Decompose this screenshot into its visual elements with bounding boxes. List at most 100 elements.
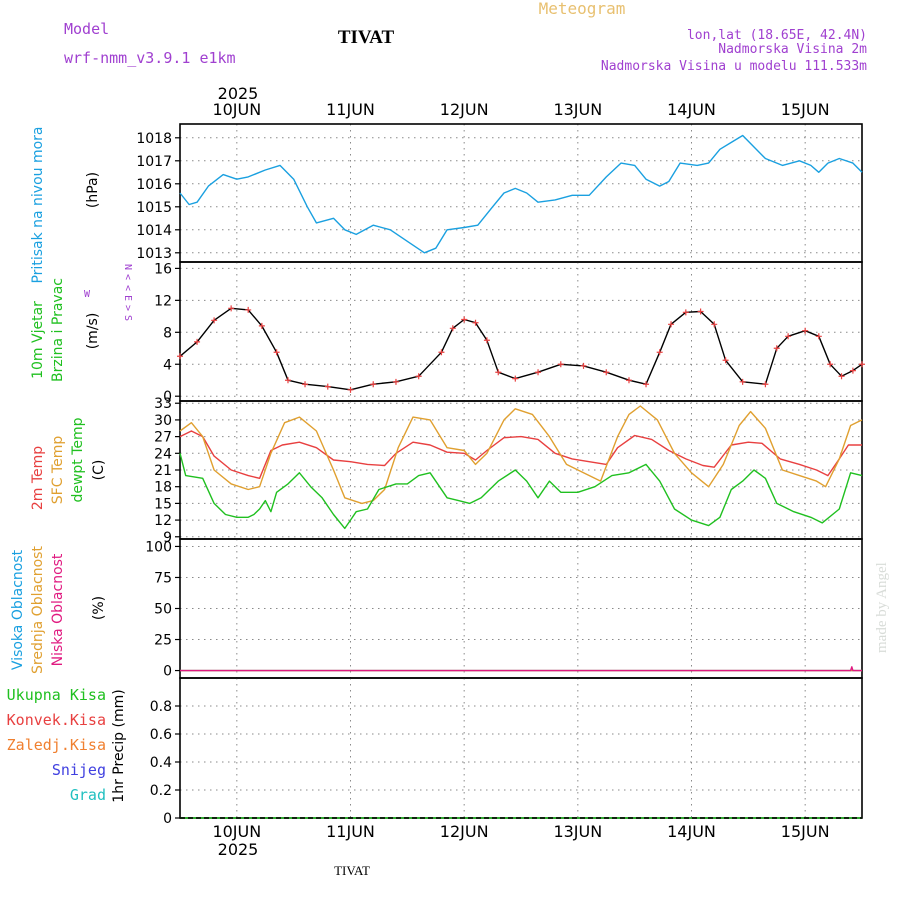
svg-text:1hr Precip (mm): 1hr Precip (mm) <box>111 689 127 802</box>
wind-speed-marker <box>177 353 183 360</box>
y-tick-label: 18 <box>154 480 172 496</box>
y-tick-label: 25 <box>154 633 172 649</box>
legend-total-rain: Ukupna Kisa <box>7 686 106 704</box>
svg-text:SFC Temp: SFC Temp <box>50 436 66 505</box>
wind-speed-marker <box>785 333 792 340</box>
wind-speed-marker <box>711 321 718 328</box>
y-tick-label: 0.6 <box>150 727 172 743</box>
wind-speed-marker <box>697 308 704 315</box>
wind-speed-marker <box>415 373 422 380</box>
wind-speed-marker <box>370 381 377 388</box>
bottom-date-label: 10JUN <box>212 822 261 841</box>
svg-text:Srednja Oblacnost: Srednja Oblacnost <box>30 546 46 674</box>
y-tick-label: 1018 <box>136 131 172 147</box>
wind-speed-marker <box>815 333 822 340</box>
clouds-ylabel: Visoka Oblacnost Srednja Oblacnost Niska… <box>10 546 107 674</box>
bottom-date-label: 15JUN <box>781 822 830 841</box>
y-tick-label: 0.8 <box>150 699 172 715</box>
wind-speed-marker <box>656 349 663 356</box>
y-tick-label: 27 <box>154 430 172 446</box>
pressure-panel: 1013 1014 1015 1016 1017 1018 <box>136 123 863 263</box>
pressure-line <box>179 134 863 254</box>
top-date-label: 13JUN <box>553 100 602 119</box>
wind-speed-marker <box>802 327 809 334</box>
y-tick-label: 12 <box>154 513 172 529</box>
y-tick-label: 30 <box>154 413 172 429</box>
top-year: 2025 <box>218 84 259 103</box>
top-date-label: 10JUN <box>212 100 261 119</box>
wind-speed-marker <box>762 381 769 388</box>
temperature-ylabel: 2m Temp SFC Temp dewpt Temp (C) <box>30 417 107 510</box>
y-tick-label: 0.2 <box>150 783 172 799</box>
wind-speed-marker <box>739 378 746 385</box>
svg-text:2m Temp: 2m Temp <box>30 446 46 510</box>
wind-speed-marker <box>449 325 456 332</box>
y-tick-label: 9 <box>163 530 172 546</box>
wind-speed-marker <box>347 386 354 393</box>
wind-panel: 0 4 8 12 16 <box>154 261 865 405</box>
model-label: Model <box>64 20 109 38</box>
wind-speed-marker <box>827 361 834 368</box>
y-tick-label: 1015 <box>136 200 172 216</box>
svg-text:(m/s): (m/s) <box>85 313 101 350</box>
svg-text:S: S <box>122 315 133 321</box>
y-tick-label: 12 <box>154 293 172 309</box>
precip-panel: 0 0.2 0.4 0.6 0.8 <box>150 677 863 827</box>
svg-text:10m Vjetar: 10m Vjetar <box>30 301 46 379</box>
bottom-date-axis: 10JUN 11JUN 12JUN 13JUN 14JUN 15JUN <box>212 822 829 841</box>
y-tick-label: 8 <box>163 325 172 341</box>
svg-text:Niska Oblacnost: Niska Oblacnost <box>50 553 66 666</box>
y-tick-label: 1013 <box>136 246 172 262</box>
wind-speed-marker <box>859 361 865 368</box>
svg-text:E: E <box>122 295 133 301</box>
bottom-date-label: 12JUN <box>440 822 489 841</box>
wind-speed-marker <box>557 361 564 368</box>
wind-speed-marker <box>603 369 610 376</box>
y-tick-label: 4 <box>163 357 172 373</box>
bottom-year: 2025 <box>218 840 259 859</box>
y-tick-label: 1017 <box>136 154 172 170</box>
legend-hail: Grad <box>70 786 106 804</box>
wind-speed-marker <box>773 345 780 352</box>
y-tick-label: 0 <box>163 389 172 405</box>
top-date-label: 15JUN <box>781 100 830 119</box>
y-tick-label: 33 <box>154 396 172 412</box>
wind-speed-marker <box>495 369 502 376</box>
model-elevation-text: Nadmorska Visina u modelu 111.533m <box>601 59 867 74</box>
pressure-ylabel: Pritisak na nivou mora (hPa) <box>30 126 101 283</box>
footer-station: TIVAT <box>334 863 370 878</box>
svg-text:Pritisak na nivou mora: Pritisak na nivou mora <box>30 126 46 283</box>
wind-speed-marker <box>273 349 280 356</box>
wind-speed-marker <box>438 349 445 356</box>
wind-speed-marker <box>228 305 235 312</box>
wind-speed-marker <box>838 373 845 380</box>
y-tick-label: 1014 <box>136 223 172 239</box>
y-tick-label: 16 <box>154 261 172 277</box>
legend-freezing-rain: Zaledj.Kisa <box>7 736 106 754</box>
bottom-date-label: 11JUN <box>326 822 375 841</box>
wind-speed-marker <box>682 309 689 316</box>
elevation-text: Nadmorska Visina 2m <box>718 42 867 57</box>
wind-speed-marker <box>625 377 632 384</box>
wind-speed-marker <box>849 367 856 374</box>
station-title: TIVAT <box>338 27 395 48</box>
wind-speed-marker <box>580 362 587 369</box>
y-tick-label: 24 <box>154 446 172 462</box>
wind-speed-marker <box>258 322 265 329</box>
compass-rose: N < < E > S W <box>84 264 133 321</box>
wind-speed-line <box>179 307 863 391</box>
bottom-date-label: 13JUN <box>553 822 602 841</box>
svg-text:>: > <box>122 305 133 311</box>
sfc-temp-line <box>179 405 863 505</box>
wind-speed-marker <box>392 378 399 385</box>
svg-text:Brzina i Pravac: Brzina i Pravac <box>50 278 66 382</box>
precip-ylabel: 1hr Precip (mm) Ukupna Kisa Konvek.Kisa … <box>7 686 127 804</box>
y-tick-label: 0.4 <box>150 755 172 771</box>
top-date-label: 11JUN <box>326 100 375 119</box>
svg-text:(hPa): (hPa) <box>85 172 101 208</box>
y-tick-label: 50 <box>154 602 172 618</box>
legend-convective-rain: Konvek.Kisa <box>7 711 106 729</box>
2m-temp-line <box>179 430 862 479</box>
